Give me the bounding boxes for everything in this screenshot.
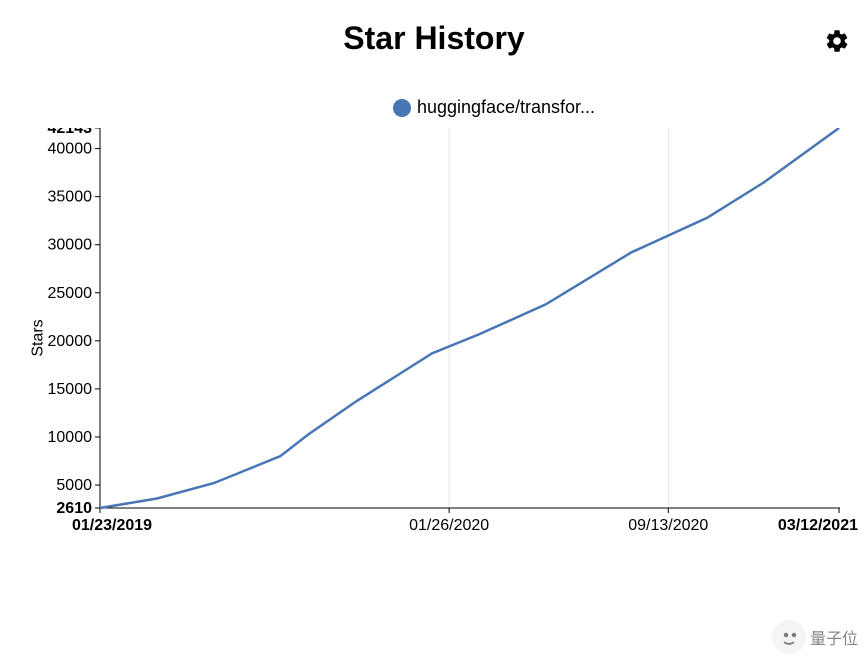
x-tick-label: 01/23/2019 [72,517,152,534]
header: Star History [0,0,868,67]
page-title: Star History [343,20,524,57]
legend-label: huggingface/transfor... [417,97,595,118]
watermark-icon [772,620,806,654]
y-axis-label: Stars [30,319,48,356]
chart-container: Stars 2610 5000 10000 15000 20000 25000 30000 3… [20,128,868,548]
series-line [100,128,839,508]
y-tick-label: 25000 [48,285,93,302]
y-tick-label: 10000 [48,429,93,446]
watermark-text: 量子位 [810,625,858,649]
watermark: 量子位 [772,620,858,654]
y-tick-label: 40000 [48,141,93,158]
x-tick-label: 01/26/2020 [409,517,489,534]
y-tick-label: 20000 [48,333,93,350]
x-tick-label: 03/12/2021 [778,517,858,534]
y-tick-label: 5000 [56,477,92,494]
gear-icon [824,28,850,54]
legend-dot [393,99,411,117]
legend: huggingface/transfor... [0,97,868,118]
x-tick-label: 09/13/2020 [628,517,708,534]
y-tick-label: 35000 [48,189,93,206]
y-tick-label: 2610 [56,500,92,517]
y-tick-label: 15000 [48,381,93,398]
settings-button[interactable] [824,28,850,59]
line-chart: 2610 5000 10000 15000 20000 25000 30000 35000 40… [20,128,860,548]
y-tick-label: 30000 [48,237,93,254]
y-tick-label: 42143 [48,128,93,137]
